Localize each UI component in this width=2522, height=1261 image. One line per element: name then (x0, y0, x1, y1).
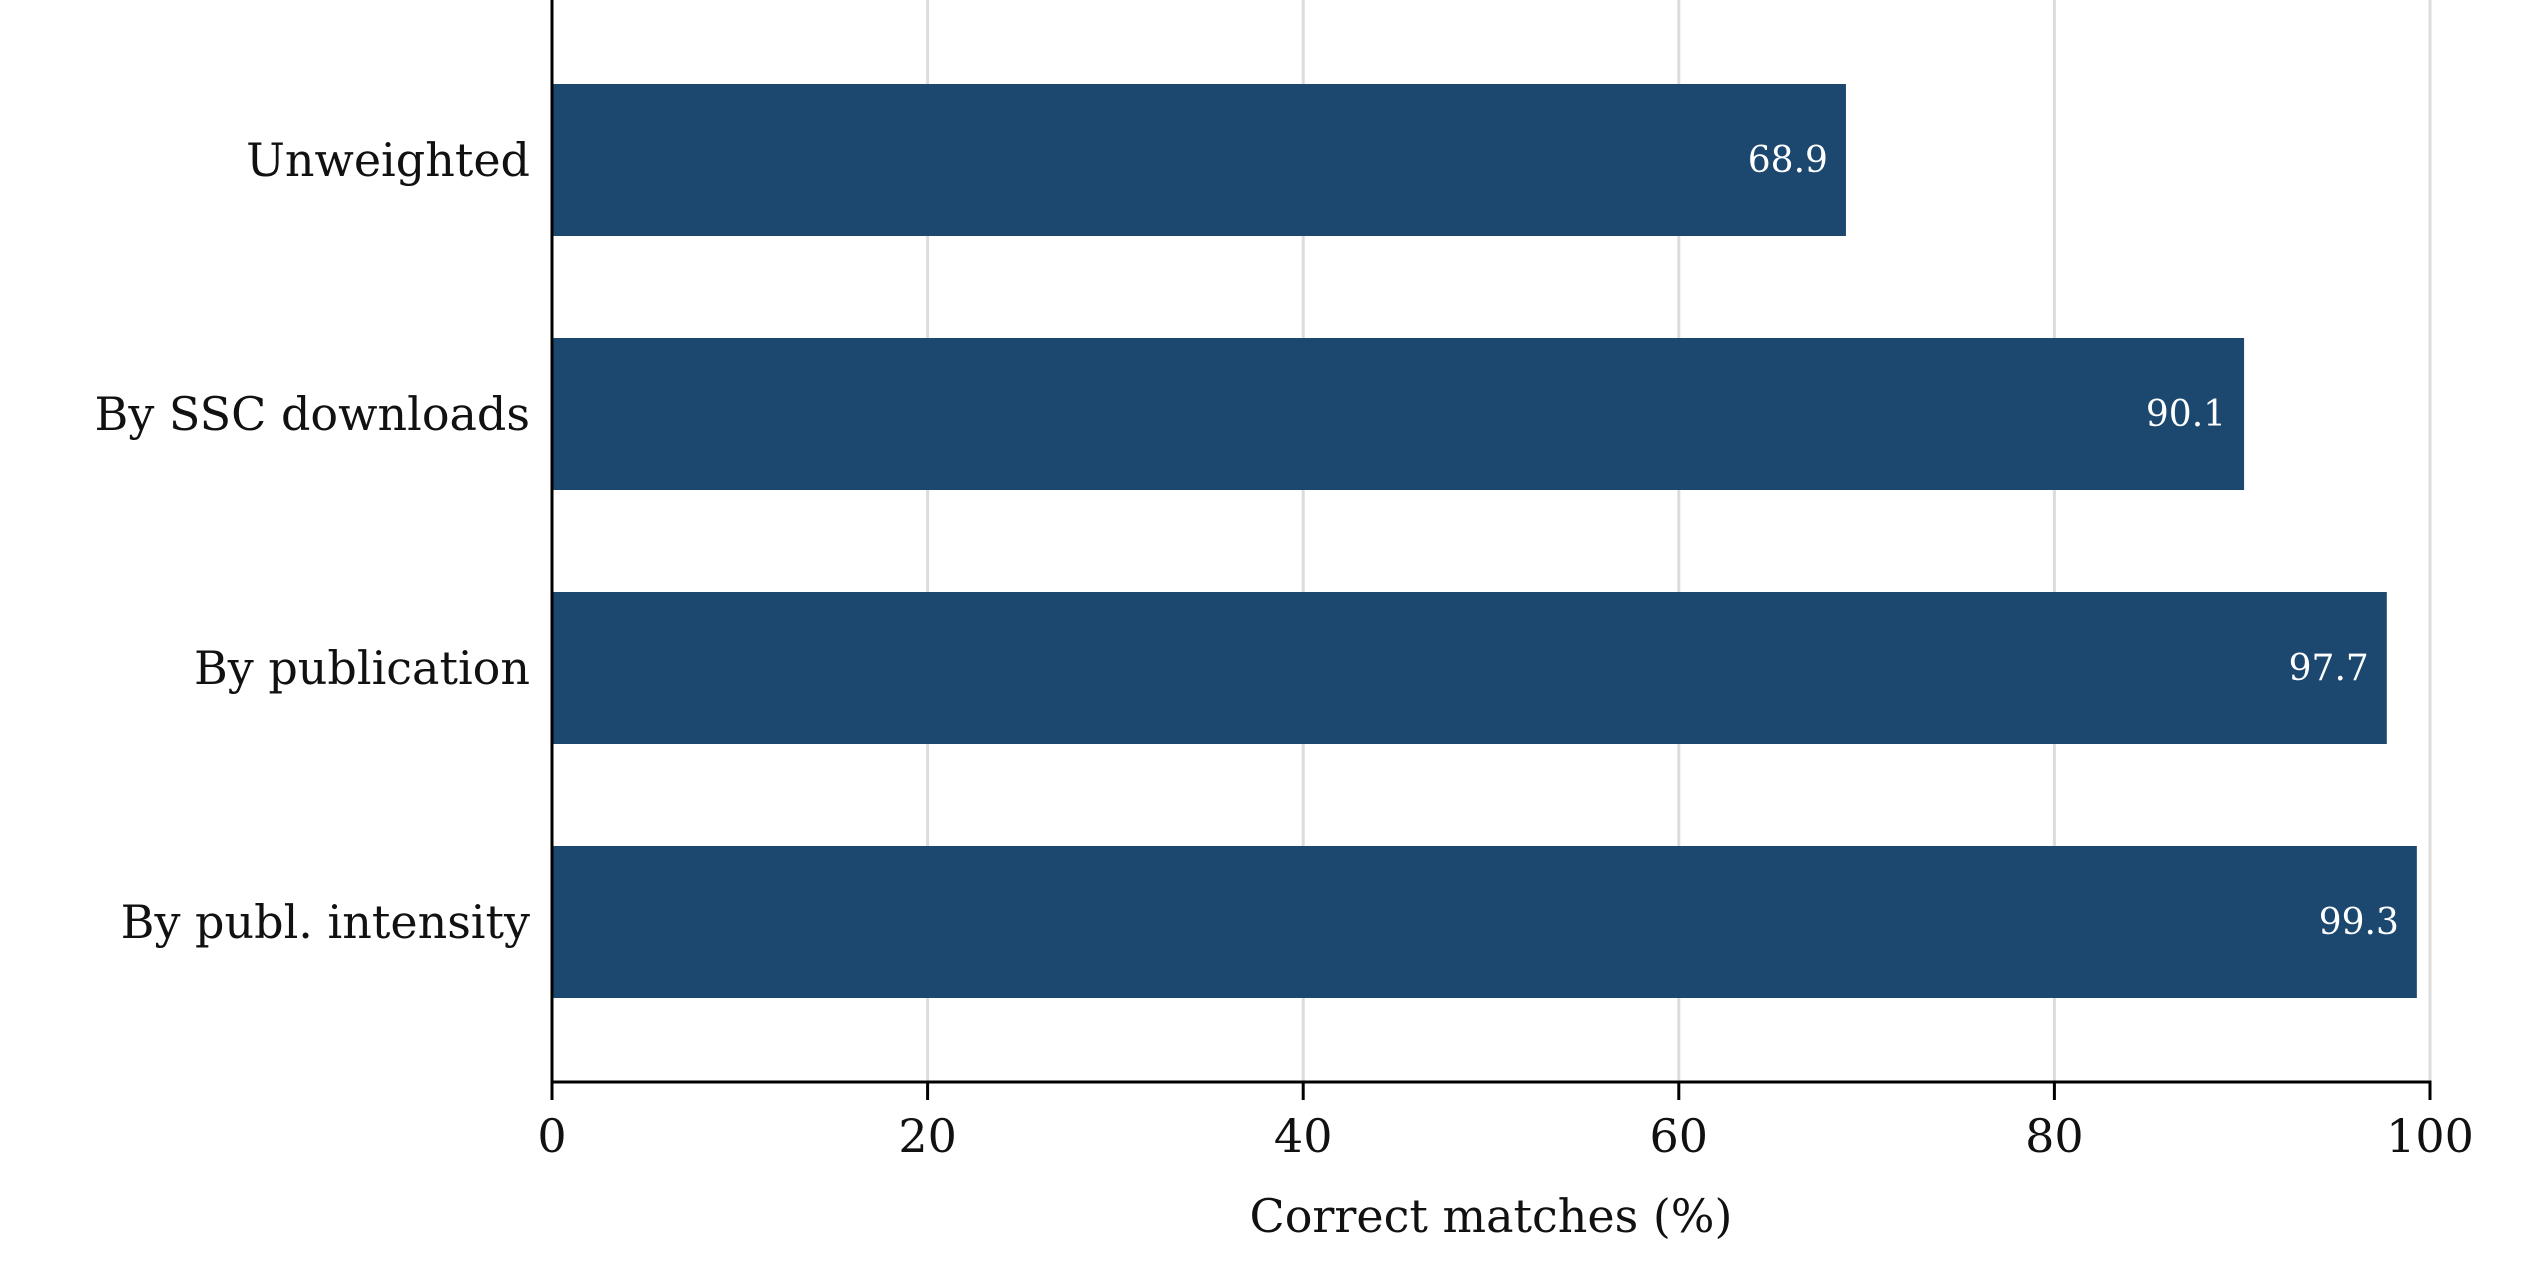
x-tick-label: 80 (2025, 1109, 2084, 1163)
bar-by-ssc-downloads (552, 338, 2245, 490)
labels: 68.9 Unweighted 90.1 By SSC downloads 97.7 By… (95, 133, 2474, 1163)
data-label: 99.3 (2319, 902, 2399, 943)
bar-unweighted (552, 84, 1846, 236)
data-label: 97.7 (2289, 648, 2369, 689)
data-label: 68.9 (1748, 140, 1828, 181)
category-label: By publication (194, 641, 530, 695)
bars (552, 84, 2417, 998)
x-tick-label: 60 (1650, 1109, 1709, 1163)
category-label: By publ. intensity (121, 895, 530, 949)
x-tick-label: 20 (898, 1109, 957, 1163)
category-label: Unweighted (246, 133, 530, 187)
category-label: By SSC downloads (95, 387, 530, 441)
axes (550, 0, 2432, 1100)
data-label: 90.1 (2146, 394, 2226, 435)
bar-by-publ-intensity (552, 846, 2417, 998)
bar-by-publication (552, 592, 2387, 744)
x-axis-title: Correct matches (%) (1250, 1189, 1733, 1243)
x-tick-label: 0 (537, 1109, 566, 1163)
x-tick-label: 100 (2386, 1109, 2474, 1163)
x-tick-label: 40 (1274, 1109, 1333, 1163)
